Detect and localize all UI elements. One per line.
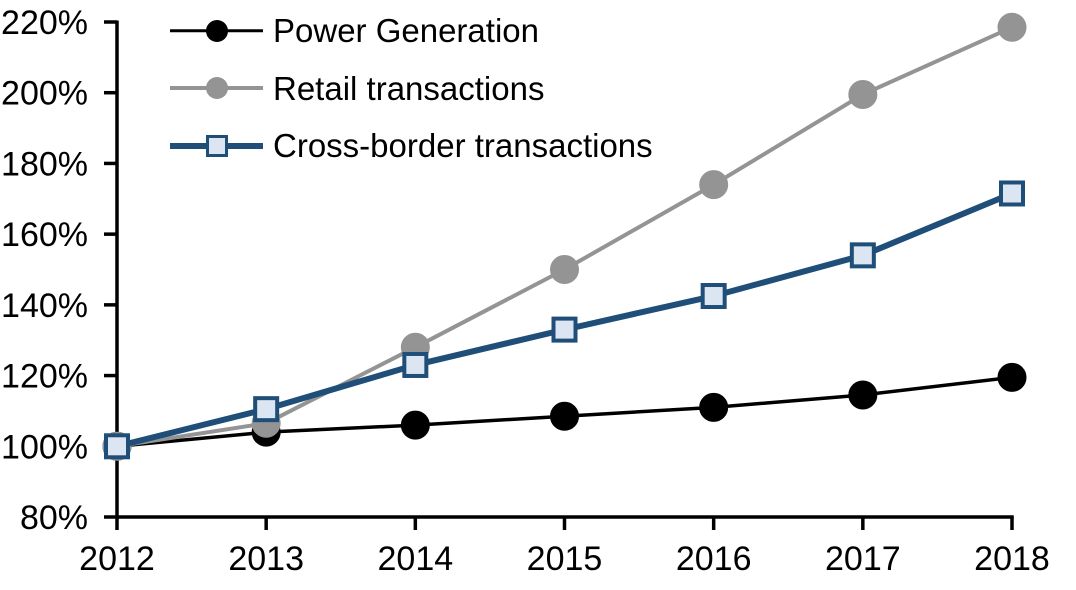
data-point-marker: [849, 242, 876, 269]
y-tick-label: 140%: [1, 287, 88, 325]
legend-item-cross-border-transactions: Cross-border transactions: [170, 117, 653, 175]
data-point-marker: [848, 79, 878, 109]
legend-line-sample: [170, 17, 263, 45]
y-tick-label: 160%: [1, 216, 88, 254]
x-tick-label: 2017: [825, 540, 901, 578]
data-point-marker: [402, 351, 429, 378]
data-point-marker: [848, 380, 878, 410]
data-point-marker: [551, 316, 578, 343]
y-tick-label: 120%: [1, 358, 88, 396]
circle-marker-icon: [205, 77, 228, 100]
legend-item-power-generation: Power Generation: [170, 2, 653, 60]
data-point-marker: [700, 283, 727, 310]
x-tick-label: 2018: [974, 540, 1050, 578]
x-tick-label: 2014: [378, 540, 454, 578]
legend-label: Retail transactions: [273, 69, 545, 107]
x-tick-label: 2013: [228, 540, 304, 578]
data-point-marker: [550, 255, 579, 284]
y-tick-label: 200%: [1, 75, 88, 113]
x-tick-label: 2015: [527, 540, 603, 578]
legend-line-sample: [170, 74, 263, 102]
circle-marker-icon: [205, 19, 228, 42]
square-marker-icon: [205, 134, 228, 157]
y-tick-label: 220%: [1, 4, 88, 42]
data-point-marker: [997, 12, 1027, 42]
legend-label: Power Generation: [273, 12, 539, 50]
legend: Power Generation Retail transactions Cro…: [170, 2, 653, 175]
y-tick-label: 100%: [1, 428, 88, 466]
data-point-marker: [253, 396, 280, 423]
data-point-marker: [699, 392, 729, 422]
data-point-marker: [550, 401, 579, 431]
y-tick-label: 80%: [20, 499, 88, 537]
y-tick-label: 180%: [1, 145, 88, 183]
legend-label: Cross-border transactions: [273, 127, 653, 165]
data-point-marker: [400, 410, 430, 440]
data-point-marker: [699, 170, 729, 200]
x-tick-label: 2012: [79, 540, 155, 578]
legend-item-retail-transactions: Retail transactions: [170, 60, 653, 118]
data-point-marker: [104, 433, 130, 460]
data-point-marker: [999, 180, 1025, 207]
data-point-marker: [997, 362, 1027, 392]
legend-line-sample: [170, 132, 263, 160]
x-tick-label: 2016: [676, 540, 752, 578]
